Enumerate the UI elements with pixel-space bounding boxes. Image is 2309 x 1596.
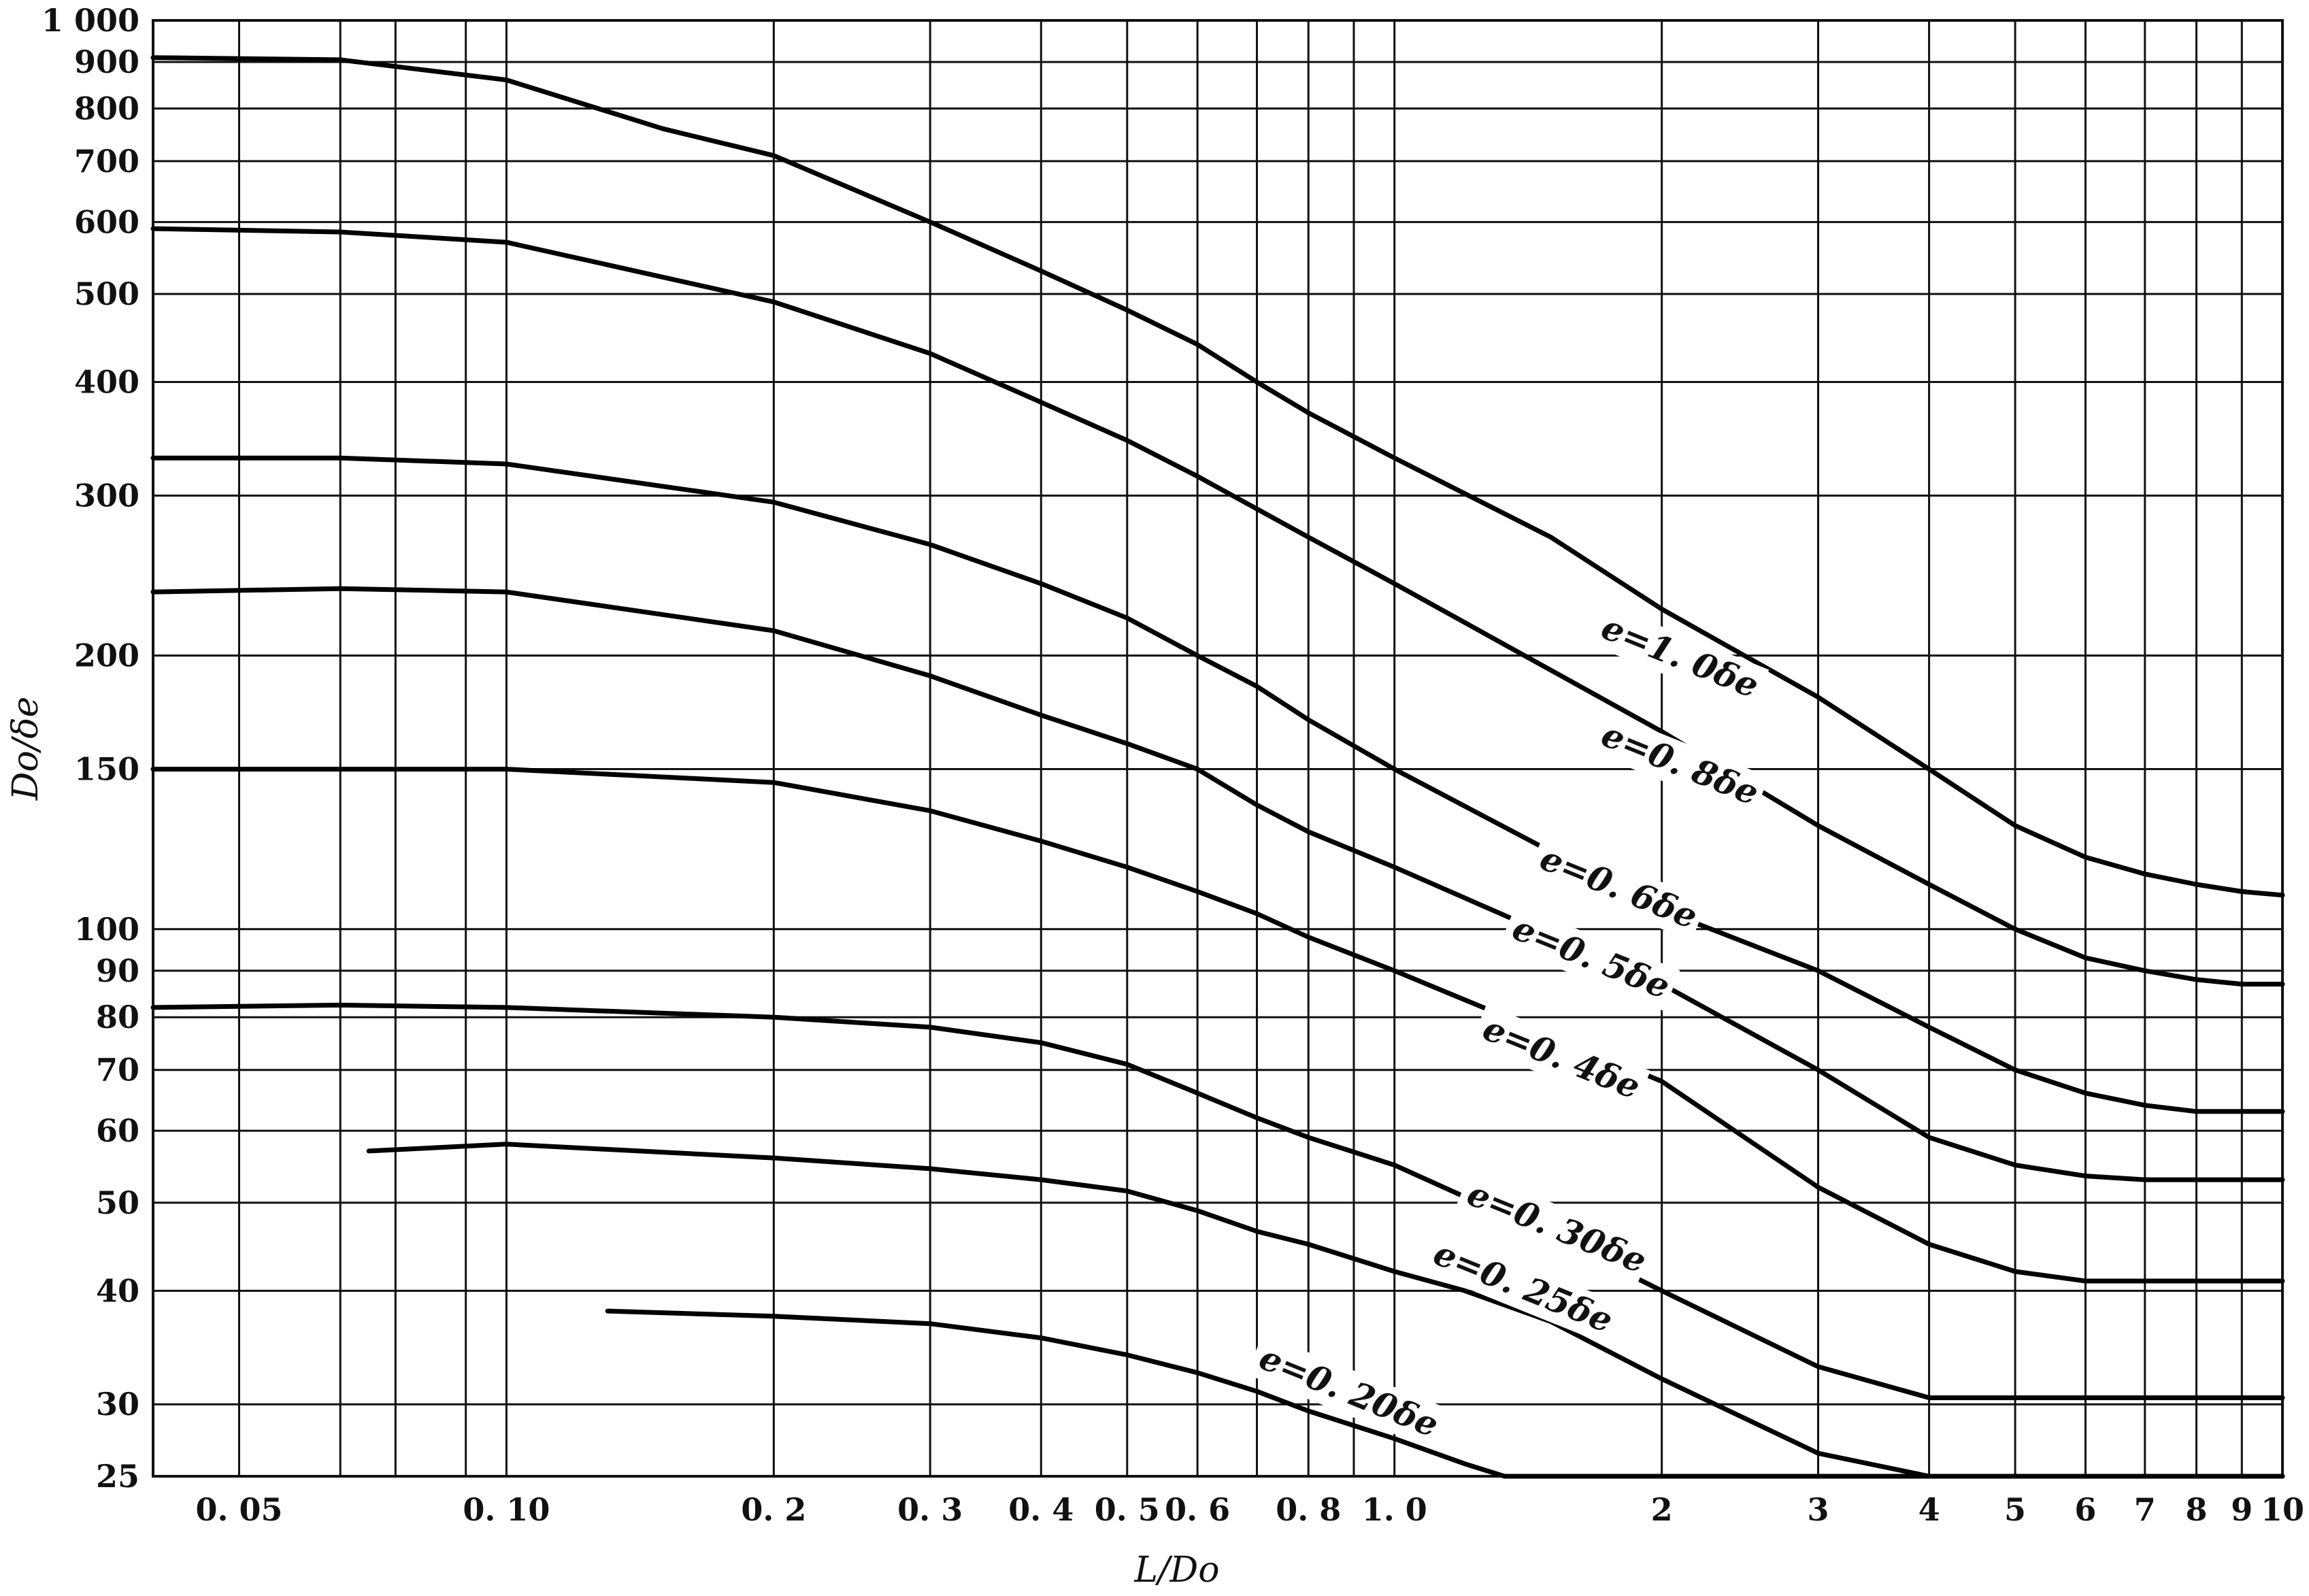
curve-label-mask	[1527, 834, 1708, 942]
y-tick-label: 30	[96, 1386, 139, 1423]
curve-label-mask	[1499, 904, 1680, 1011]
y-tick-label: 90	[96, 952, 139, 989]
y-tick-label: 400	[74, 364, 139, 401]
x-axis-title: L/Do	[1133, 1550, 1219, 1591]
y-tick-label: 600	[74, 203, 139, 240]
curve-label-mask	[1454, 1169, 1654, 1284]
y-tick-labels: 25 30 40 50 60 70 80 90 100 150 200 300 400 500 600 700…	[41, 2, 139, 1495]
y-tick-label: 70	[96, 1052, 139, 1088]
x-tick-label: 5	[2004, 1491, 2026, 1528]
y-tick-label: 300	[74, 477, 139, 514]
series-curve-7	[605, 1308, 2285, 1479]
x-tick-label: 0. 2	[741, 1491, 806, 1528]
x-tick-label: 0. 5	[1095, 1491, 1160, 1528]
y-tick-label: 500	[74, 276, 139, 312]
curve-label-group: e=0. 4δe	[1469, 1004, 1650, 1112]
y-tick-label: 800	[74, 90, 139, 127]
y-tick-label: 60	[96, 1112, 139, 1149]
x-tick-label: 10	[2261, 1491, 2304, 1528]
curve-label-mask	[1589, 603, 1770, 710]
x-tick-label: 3	[1807, 1491, 1829, 1528]
plot-frame	[152, 19, 2284, 1478]
y-tick-label: 700	[74, 143, 139, 180]
series-curve-3	[150, 586, 2285, 1182]
y-tick-label: 900	[74, 44, 139, 80]
x-tick-label: 0. 3	[897, 1491, 963, 1528]
y-tick-label: 50	[96, 1184, 139, 1221]
x-tick-label: 0. 4	[1008, 1491, 1074, 1528]
x-tick-label: 0. 05	[195, 1491, 282, 1528]
y-tick-label: 1 000	[41, 2, 139, 39]
y-axis-title: Do/δe	[5, 697, 46, 801]
x-tick-label: 8	[2185, 1491, 2207, 1528]
curve-label-mask	[1421, 1229, 1621, 1344]
curve-label: e=0. 20δe	[1254, 1337, 1444, 1445]
y-tick-label: 40	[96, 1272, 139, 1309]
series-curve-1	[150, 226, 2285, 987]
series-curve-0	[150, 55, 2285, 898]
y-tick-label: 150	[74, 751, 139, 788]
y-tick-label: 100	[74, 911, 139, 948]
x-tick-label: 0. 10	[463, 1491, 550, 1528]
x-tick-label: 7	[2134, 1491, 2156, 1528]
curve-label-mask	[1246, 1333, 1446, 1448]
y-tick-label: 80	[96, 999, 139, 1035]
series-curve-4	[150, 767, 2285, 1284]
curve-label-group: e=0. 20δe	[1246, 1333, 1446, 1448]
x-tick-label: 0. 8	[1276, 1491, 1341, 1528]
series-curve-2	[150, 455, 2285, 1114]
x-tick-label: 2	[1651, 1491, 1673, 1528]
curve-label-group: e=0. 8δe	[1589, 710, 1770, 818]
series-curve-5	[150, 1002, 2285, 1401]
x-tick-label: 6	[2074, 1491, 2096, 1528]
x-tick-labels: 0. 05 0. 10 0. 2 0. 3 0. 4 0. 5 0. 6 0. 8 1. 0 2 3…	[195, 1491, 2304, 1528]
x-tick-label: 0. 6	[1165, 1491, 1230, 1528]
curve-label-mask	[1469, 1004, 1650, 1112]
x-tick-label: 1. 0	[1362, 1491, 1427, 1528]
curves	[150, 55, 2285, 1479]
y-tick-label: 200	[74, 637, 139, 674]
curve-label-mask	[1589, 710, 1770, 818]
y-tick-label: 25	[96, 1458, 139, 1495]
x-tick-label: 9	[2231, 1491, 2253, 1528]
x-tick-label: 4	[1918, 1491, 1940, 1528]
